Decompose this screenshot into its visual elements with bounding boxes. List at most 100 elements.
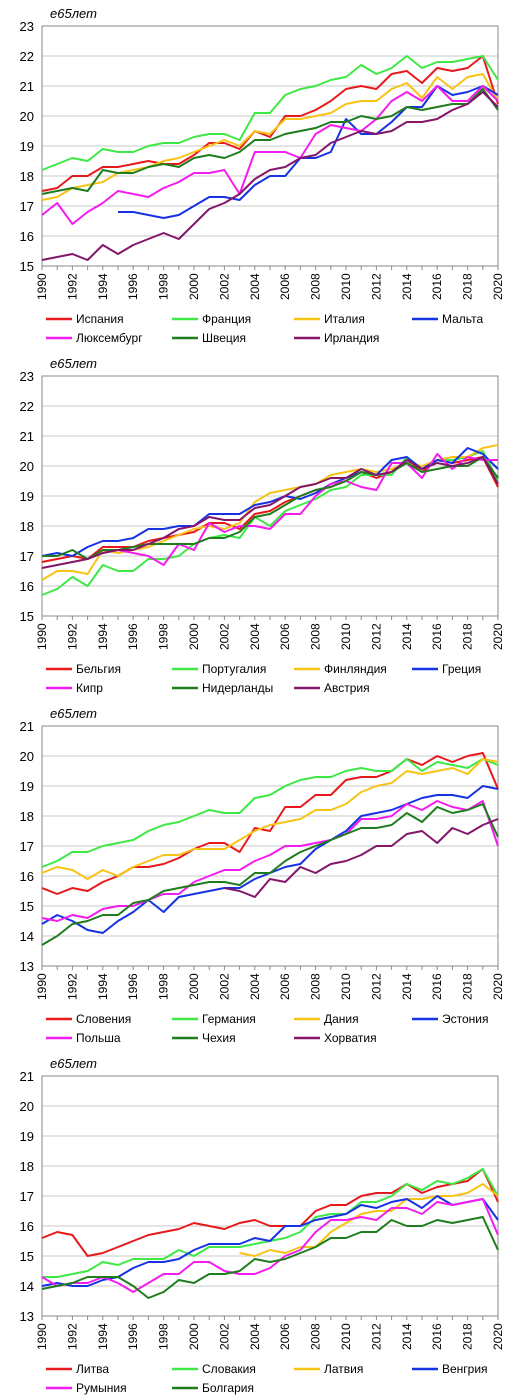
y-tick-label-15: 15 — [20, 899, 34, 914]
x-tick-label-1996: 1996 — [126, 273, 140, 300]
legend-label-2: Португалия — [202, 662, 266, 676]
legend-label-6: Нидерланды — [202, 681, 273, 695]
x-tick-label-1994: 1994 — [96, 273, 110, 300]
y-tick-label-20: 20 — [20, 1099, 34, 1114]
series-line-1 — [41, 456, 499, 563]
y-tick-label-17: 17 — [20, 839, 34, 854]
x-tick-label-2010: 2010 — [339, 1323, 353, 1350]
y-tick-label-14: 14 — [20, 1279, 34, 1294]
legend-label-5: Польша — [76, 1031, 121, 1045]
y-tick-label-22: 22 — [20, 49, 34, 64]
x-tick-label-1998: 1998 — [157, 1323, 171, 1350]
x-tick-label-2006: 2006 — [278, 973, 292, 1000]
x-tick-label-2020: 2020 — [491, 973, 505, 1000]
x-tick-label-2010: 2010 — [339, 973, 353, 1000]
legend-label-4: Эстония — [442, 1012, 489, 1026]
life-expectancy-chart-1: e65лет 15 16 17 18 19 20 21 22 23 1990 1992 1994 1996… — [20, 6, 505, 345]
x-tick-label-2006: 2006 — [278, 1323, 292, 1350]
y-tick-label-16: 16 — [20, 1219, 34, 1234]
legend-label-3: Италия — [324, 312, 365, 326]
y-tick-label-21: 21 — [20, 79, 34, 94]
legend-label-3: Латвия — [324, 1362, 363, 1376]
legend-label-4: Греция — [442, 662, 481, 676]
legend-label-7: Хорватия — [324, 1031, 377, 1045]
x-tick-label-1990: 1990 — [35, 1323, 49, 1350]
x-tick-label-2004: 2004 — [248, 273, 262, 300]
y-tick-label-17: 17 — [20, 549, 34, 564]
y-tick-label-19: 19 — [20, 779, 34, 794]
series-line-3 — [239, 1183, 499, 1257]
x-tick-label-1992: 1992 — [65, 973, 79, 1000]
x-tick-label-1998: 1998 — [157, 623, 171, 650]
x-tick-label-1996: 1996 — [126, 1323, 140, 1350]
x-tick-label-2020: 2020 — [491, 623, 505, 650]
x-tick-label-2008: 2008 — [309, 973, 323, 1000]
x-tick-label-2004: 2004 — [248, 1323, 262, 1350]
x-tick-label-2014: 2014 — [400, 273, 414, 300]
y-tick-label-18: 18 — [20, 809, 34, 824]
y-tick-label-18: 18 — [20, 169, 34, 184]
x-tick-label-1990: 1990 — [35, 973, 49, 1000]
y-tick-label-19: 19 — [20, 139, 34, 154]
x-tick-label-2012: 2012 — [369, 623, 383, 650]
legend-label-5: Румыния — [76, 1381, 127, 1395]
x-tick-label-2016: 2016 — [430, 973, 444, 1000]
legend-label-6: Швеция — [202, 331, 246, 345]
x-tick-label-2002: 2002 — [217, 623, 231, 650]
x-tick-label-1994: 1994 — [96, 623, 110, 650]
y-axis-label: e65лет — [50, 356, 97, 371]
series-line-2 — [41, 758, 499, 868]
x-tick-label-1998: 1998 — [157, 273, 171, 300]
legend-label-4: Венгрия — [442, 1362, 488, 1376]
series-line-6 — [41, 1216, 499, 1299]
series-line-6 — [41, 88, 499, 195]
y-tick-label-18: 18 — [20, 519, 34, 534]
series-line-7 — [224, 818, 499, 898]
x-tick-label-2000: 2000 — [187, 623, 201, 650]
legend-label-7: Ирландия — [324, 331, 379, 345]
x-tick-label-2002: 2002 — [217, 973, 231, 1000]
y-tick-label-18: 18 — [20, 1159, 34, 1174]
series-line-4 — [41, 785, 499, 934]
x-tick-label-1992: 1992 — [65, 1323, 79, 1350]
y-tick-label-17: 17 — [20, 1189, 34, 1204]
x-tick-label-2010: 2010 — [339, 623, 353, 650]
x-tick-label-2002: 2002 — [217, 1323, 231, 1350]
y-tick-label-16: 16 — [20, 229, 34, 244]
x-tick-label-1996: 1996 — [126, 623, 140, 650]
x-tick-label-2012: 2012 — [369, 273, 383, 300]
x-tick-label-1992: 1992 — [65, 623, 79, 650]
series-line-4 — [41, 1195, 499, 1287]
x-tick-label-2018: 2018 — [461, 273, 475, 300]
x-tick-label-1990: 1990 — [35, 273, 49, 300]
legend-label-2: Германия — [202, 1012, 256, 1026]
x-tick-label-2000: 2000 — [187, 973, 201, 1000]
legend-label-2: Словакия — [202, 1362, 256, 1376]
y-axis-label: e65лет — [50, 6, 97, 21]
x-tick-label-2010: 2010 — [339, 273, 353, 300]
legend-label-6: Чехия — [202, 1031, 236, 1045]
x-tick-label-2004: 2004 — [248, 973, 262, 1000]
y-tick-label-20: 20 — [20, 749, 34, 764]
x-tick-label-2018: 2018 — [461, 623, 475, 650]
y-tick-label-19: 19 — [20, 1129, 34, 1144]
legend-label-1: Испания — [76, 312, 124, 326]
y-tick-label-19: 19 — [20, 489, 34, 504]
x-tick-label-2008: 2008 — [309, 1323, 323, 1350]
y-tick-label-13: 13 — [20, 1309, 34, 1324]
series-line-3 — [41, 758, 499, 880]
series-line-7 — [41, 456, 499, 569]
legend-label-5: Люксембург — [76, 331, 143, 345]
x-tick-label-2016: 2016 — [430, 273, 444, 300]
y-tick-label-21: 21 — [20, 429, 34, 444]
series-line-5 — [41, 800, 499, 922]
series-line-2 — [41, 450, 499, 596]
y-tick-label-15: 15 — [20, 1249, 34, 1264]
y-tick-label-20: 20 — [20, 459, 34, 474]
x-tick-label-1990: 1990 — [35, 623, 49, 650]
y-tick-label-20: 20 — [20, 109, 34, 124]
legend-label-7: Австрия — [324, 681, 370, 695]
y-tick-label-21: 21 — [20, 1069, 34, 1084]
x-tick-label-2000: 2000 — [187, 273, 201, 300]
legend-label-3: Финляндия — [324, 662, 387, 676]
